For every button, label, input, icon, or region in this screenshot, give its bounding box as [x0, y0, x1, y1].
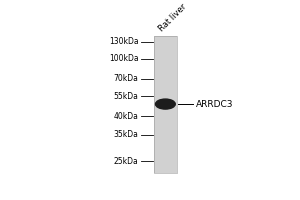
Text: 40kDa: 40kDa [114, 112, 139, 121]
Text: Rat liver: Rat liver [157, 2, 188, 33]
Text: 35kDa: 35kDa [114, 130, 139, 139]
Ellipse shape [155, 99, 175, 109]
Text: 25kDa: 25kDa [114, 157, 139, 166]
Text: ARRDC3: ARRDC3 [196, 100, 233, 109]
Bar [154, 36, 177, 173]
Bar [154, 36, 177, 173]
Text: 130kDa: 130kDa [109, 37, 139, 46]
Text: 100kDa: 100kDa [109, 54, 139, 63]
Text: 70kDa: 70kDa [114, 74, 139, 83]
Text: 55kDa: 55kDa [114, 92, 139, 101]
